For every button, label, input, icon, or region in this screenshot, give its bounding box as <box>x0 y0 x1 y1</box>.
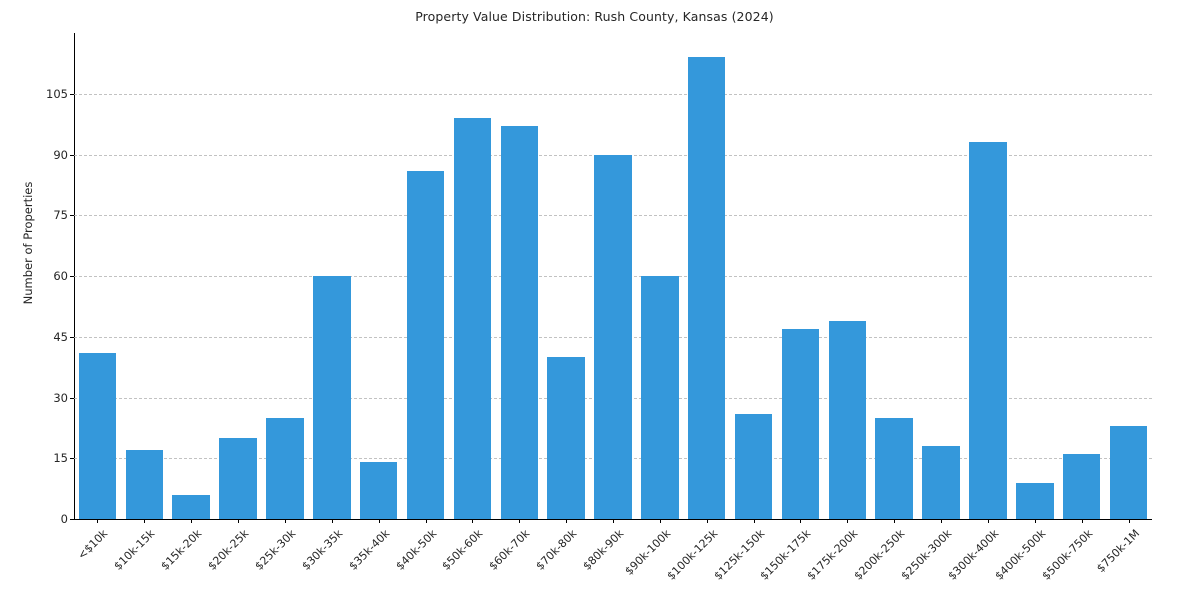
bar <box>781 328 820 519</box>
x-tick-mark <box>425 519 427 523</box>
y-tick-label: 0 <box>60 512 68 526</box>
y-tick-label: 75 <box>53 208 68 223</box>
bar <box>828 320 867 519</box>
chart-figure: Property Value Distribution: Rush County… <box>21 9 1152 583</box>
bar <box>313 276 351 519</box>
bar <box>547 357 585 519</box>
x-tick-mark <box>1081 519 1083 523</box>
bar <box>969 142 1007 519</box>
y-tick-mark <box>70 154 74 156</box>
bar <box>1016 482 1054 519</box>
y-axis-label: Number of Properties <box>21 181 35 305</box>
x-tick-mark <box>706 519 708 523</box>
x-tick-mark <box>519 519 521 523</box>
x-tick-mark <box>613 519 614 523</box>
y-tick-mark <box>70 519 74 520</box>
x-tick-mark <box>97 519 99 523</box>
x-tick-mark <box>191 519 193 523</box>
bar <box>922 446 960 519</box>
x-tick-mark <box>941 519 943 523</box>
x-tick-mark <box>566 519 568 523</box>
y-tick-label: 30 <box>53 390 68 405</box>
gridline <box>74 93 1152 95</box>
bar <box>219 438 257 519</box>
y-tick-mark <box>70 458 74 460</box>
x-tick-mark <box>144 519 146 523</box>
bar <box>1062 454 1101 519</box>
x-tick-mark <box>847 519 849 523</box>
y-tick-label: 90 <box>53 147 68 162</box>
bar <box>406 170 445 519</box>
y-tick-mark <box>70 276 74 277</box>
x-tick-mark <box>331 519 333 523</box>
x-tick-mark <box>800 519 802 523</box>
y-tick-label: 60 <box>53 269 68 283</box>
plot-area: 0 15 30 45 60 75 90 105 <$10k $10k-15k $15k-20k $2… <box>46 33 1152 583</box>
bar <box>641 276 679 519</box>
x-tick-mark <box>284 519 286 523</box>
bar <box>1109 425 1148 519</box>
x-tick-mark <box>378 519 380 523</box>
x-tick-mark <box>987 519 989 523</box>
y-tick-mark <box>70 93 74 95</box>
bar <box>875 417 913 519</box>
chart-title: Property Value Distribution: Rush County… <box>415 9 774 24</box>
bar <box>500 126 538 519</box>
y-tick-mark <box>70 215 74 217</box>
x-tick-mark <box>472 519 474 523</box>
bar <box>687 57 726 519</box>
bar <box>172 494 210 519</box>
y-tick-label: 105 <box>46 86 68 101</box>
bar <box>78 352 117 519</box>
bar <box>266 417 304 519</box>
x-tick-mark <box>238 519 240 523</box>
bar <box>594 154 632 519</box>
bar <box>359 462 398 519</box>
bar <box>734 413 773 519</box>
x-tick-mark <box>1128 519 1130 523</box>
x-tick-mark <box>894 519 896 523</box>
y-tick-mark <box>70 397 74 399</box>
x-tick-mark <box>753 519 755 523</box>
x-tick-mark <box>659 519 661 523</box>
y-tick-label: 15 <box>53 451 68 466</box>
bar <box>453 118 492 519</box>
y-tick-mark <box>70 336 74 338</box>
x-tick-mark <box>1034 519 1036 523</box>
y-tick-label: 45 <box>53 329 68 344</box>
bar <box>125 450 164 519</box>
x-tick-label: <$10k <box>75 527 111 563</box>
